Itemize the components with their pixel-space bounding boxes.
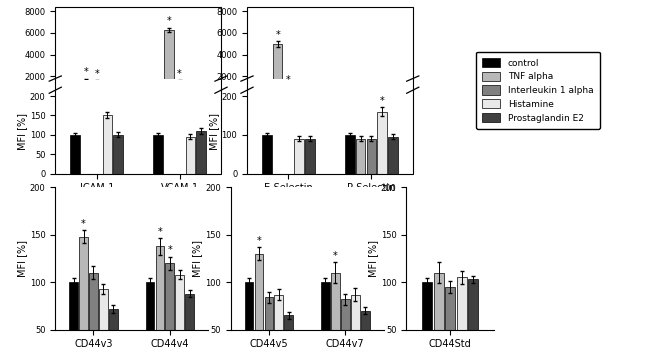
Bar: [367, 139, 376, 174]
Text: *: *: [276, 30, 280, 40]
Bar: [456, 278, 467, 347]
Bar: [175, 81, 185, 98]
Bar: [164, 30, 174, 98]
Bar: [378, 111, 387, 174]
Text: *: *: [94, 69, 99, 79]
Bar: [244, 282, 254, 347]
Bar: [356, 139, 365, 174]
Bar: [388, 137, 398, 174]
Bar: [262, 135, 272, 174]
Text: *: *: [177, 69, 182, 78]
Text: *: *: [81, 219, 86, 229]
Bar: [166, 263, 174, 347]
Bar: [274, 295, 283, 347]
Bar: [176, 274, 184, 347]
Text: *: *: [380, 96, 384, 106]
Bar: [294, 139, 304, 174]
Bar: [285, 315, 293, 347]
Bar: [153, 135, 162, 174]
Bar: [345, 135, 354, 174]
Text: *: *: [257, 236, 261, 246]
Bar: [422, 282, 432, 347]
Text: *: *: [333, 251, 338, 261]
Bar: [283, 87, 293, 98]
Text: *: *: [168, 245, 172, 255]
Bar: [81, 80, 90, 98]
Bar: [70, 135, 80, 174]
Legend: control, TNF alpha, Interleukin 1 alpha, Histamine, Prostaglandin E2: control, TNF alpha, Interleukin 1 alpha,…: [476, 52, 600, 129]
Bar: [331, 273, 340, 347]
Bar: [92, 81, 101, 98]
Bar: [99, 289, 108, 347]
Y-axis label: MFI [%]: MFI [%]: [192, 240, 203, 277]
Bar: [186, 137, 195, 174]
Bar: [69, 282, 78, 347]
Text: *: *: [84, 67, 88, 77]
Text: *: *: [286, 75, 291, 85]
Bar: [351, 295, 359, 347]
Bar: [321, 282, 330, 347]
Y-axis label: MFI [%]: MFI [%]: [209, 113, 219, 150]
Bar: [306, 139, 315, 174]
Bar: [146, 282, 154, 347]
Bar: [89, 273, 98, 347]
Bar: [341, 299, 350, 347]
Bar: [273, 44, 282, 98]
Bar: [185, 294, 194, 347]
Y-axis label: MFI [%]: MFI [%]: [17, 240, 27, 277]
Bar: [109, 309, 118, 347]
Text: *: *: [166, 16, 171, 26]
Bar: [114, 135, 123, 174]
Y-axis label: MFI [%]: MFI [%]: [368, 240, 378, 277]
Bar: [196, 131, 206, 174]
Bar: [155, 246, 164, 347]
Bar: [255, 254, 263, 347]
Bar: [103, 116, 112, 174]
Bar: [361, 311, 370, 347]
Text: *: *: [157, 227, 162, 237]
Bar: [445, 287, 455, 347]
Bar: [79, 237, 88, 347]
Bar: [265, 297, 273, 347]
Y-axis label: MFI [%]: MFI [%]: [17, 113, 27, 150]
Bar: [468, 279, 478, 347]
Bar: [434, 273, 444, 347]
